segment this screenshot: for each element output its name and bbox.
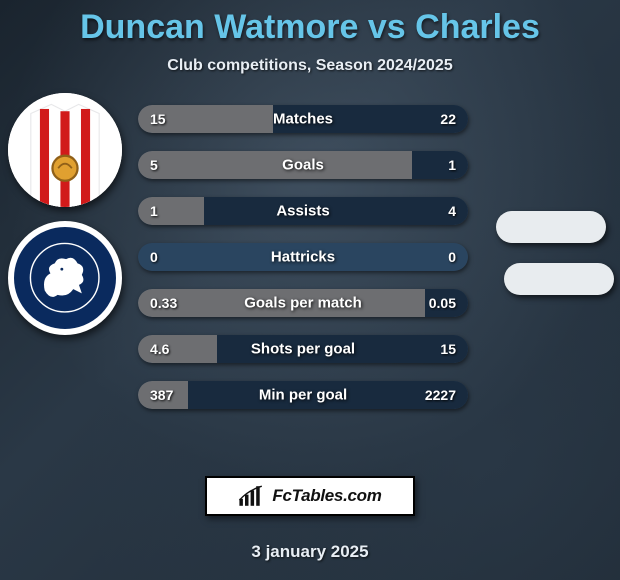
branding-text: FcTables.com [272, 486, 381, 506]
page-title: Duncan Watmore vs Charles [80, 8, 540, 47]
avatars-column [8, 93, 128, 349]
stat-value-player2: 1 [448, 157, 456, 173]
stat-value-player2: 2227 [425, 387, 456, 403]
stripe [81, 109, 90, 207]
stat-value-player1: 4.6 [150, 341, 169, 357]
subtitle: Club competitions, Season 2024/2025 [167, 57, 452, 75]
stat-value-player1: 15 [150, 111, 166, 127]
player2-pill [504, 263, 614, 295]
bar-fill-player1 [138, 197, 204, 225]
stat-row: 4.6 15 Shots per goal [138, 335, 468, 363]
stat-row: 5 1 Goals [138, 151, 468, 179]
stat-value-player2: 22 [440, 111, 456, 127]
bar-fill-player2 [412, 151, 468, 179]
club-crest-icon [29, 242, 100, 313]
stat-value-player2: 0 [448, 249, 456, 265]
stat-value-player1: 0.33 [150, 295, 177, 311]
stat-label: Assists [276, 203, 329, 220]
stat-row: 0 0 Hattricks [138, 243, 468, 271]
date-text: 3 january 2025 [251, 542, 368, 562]
stat-label: Goals [282, 157, 324, 174]
stat-value-player1: 0 [150, 249, 158, 265]
stripe [40, 109, 49, 207]
stat-label: Hattricks [271, 249, 335, 266]
stat-value-player1: 5 [150, 157, 158, 173]
stat-row: 1 4 Assists [138, 197, 468, 225]
stat-row: 387 2227 Min per goal [138, 381, 468, 409]
bar-fill-player1 [138, 151, 412, 179]
stat-label: Min per goal [259, 387, 347, 404]
stat-value-player2: 0.05 [429, 295, 456, 311]
stat-bars: 15 22 Matches 5 1 Goals 1 4 Assists 0 0 Hattricks 0.… [138, 105, 468, 409]
comparison-area: 15 22 Matches 5 1 Goals 1 4 Assists 0 0 Hattricks 0.… [0, 93, 620, 472]
stat-value-player1: 1 [150, 203, 158, 219]
fctables-logo-icon [238, 484, 266, 508]
stat-value-player1: 387 [150, 387, 173, 403]
stat-value-player2: 4 [448, 203, 456, 219]
player1-jersey-icon [8, 93, 122, 207]
player1-avatar [8, 93, 122, 207]
stat-value-player2: 15 [440, 341, 456, 357]
stat-label: Matches [273, 111, 333, 128]
stat-label: Shots per goal [251, 341, 355, 358]
branding-box: FcTables.com [205, 476, 415, 516]
player1-pill [496, 211, 606, 243]
bar-fill-player2 [204, 197, 468, 225]
stat-row: 15 22 Matches [138, 105, 468, 133]
stat-row: 0.33 0.05 Goals per match [138, 289, 468, 317]
player2-avatar [8, 221, 122, 335]
stat-label: Goals per match [244, 295, 362, 312]
